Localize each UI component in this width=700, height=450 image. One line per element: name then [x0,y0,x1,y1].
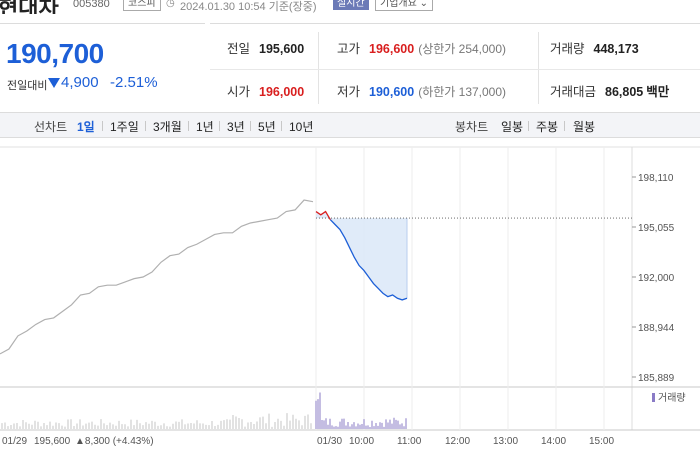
prev-day-change: ▲8,300 (+4.43%) [75,436,154,447]
prev-close-value: 195,600 [259,42,305,56]
x-tick-label: 14:00 [541,436,566,447]
low-cell: 저가 190,600 (하한가 137,000) [337,81,506,100]
stock-name: 현대차 [0,0,59,14]
upper-limit: (상한가 254,000) [418,42,507,56]
open-label: 시가 [227,85,251,99]
tab-10-years[interactable]: 10년 [289,120,314,134]
separator [219,121,220,131]
y-tick-label: 195,055 [638,223,675,234]
prev-day-close: 195,600 [34,436,71,447]
company-info-dropdown[interactable]: 기업개요 ⌄ [375,0,433,11]
x-tick-label: 13:00 [493,436,518,447]
chart-labels: 01/30 10:00 11:00 12:00 13:00 14:00 15:00 198,1… [2,173,686,447]
volume-cell: 거래량 448,173 [550,38,639,57]
tab-3-months[interactable]: 3개월 [153,120,182,134]
divider [538,32,539,104]
x-tick-label: 01/30 [317,436,342,447]
y-tick-label: 192,000 [638,273,675,284]
separator [188,121,189,131]
y-tick-label: 198,110 [638,173,674,184]
compare-label: 전일대비 [7,80,48,92]
stock-code: 005380 [73,0,110,10]
x-tick-label: 11:00 [397,436,422,447]
tab-1-week[interactable]: 1주일 [110,120,139,134]
divider [318,32,319,104]
volume-legend-swatch [652,393,655,402]
line-chart-label: 선차트 [34,120,68,134]
chevron-down-icon: ⌄ [416,0,428,9]
open-cell: 시가 196,000 [227,81,304,100]
separator [281,121,282,131]
clock-icon: ◷ [166,0,175,9]
market-badge: 코스피 [123,0,161,11]
tab-weekly-candle[interactable]: 주봉 [536,120,559,134]
current-price: 190,700 [6,38,104,69]
separator [528,121,529,131]
volume-legend-label: 거래량 [658,392,686,404]
prev-close-cell: 전일 195,600 [227,38,304,57]
low-value: 190,600 [369,85,415,99]
separator [564,121,565,131]
candle-chart-label: 봉차트 [455,120,489,134]
loss-area-fill [316,211,407,300]
chart-marks [0,199,632,429]
tab-3-years[interactable]: 3년 [227,120,245,134]
amount-cell: 거래대금 86,805 백만 [550,81,669,100]
low-label: 저가 [337,85,361,99]
separator [102,121,103,131]
tab-1-day[interactable]: 1일 [77,120,95,134]
price-change: 4,900 [61,74,99,91]
lower-limit: (하한가 137,000) [418,85,507,99]
today-price-line-up [315,210,331,221]
prev-close-label: 전일 [227,42,251,56]
high-label: 고가 [337,42,361,56]
y-tick-label: 188,944 [638,323,675,334]
amount-value: 86,805 [605,85,644,99]
timestamp: 2024.01.30 10:54 기준(장중) [180,1,317,13]
quote-info-table: 전일 195,600 고가 196,600 (상한가 254,000) 거래량 448,… [210,23,700,113]
prev-day-date: 01/29 [2,436,27,447]
open-value: 196,000 [259,85,305,99]
intraday-price-chart[interactable]: 01/30 10:00 11:00 12:00 13:00 14:00 15:00 198,1… [0,140,700,450]
tab-5-years[interactable]: 5년 [258,120,276,134]
chart-grid [0,146,700,431]
amount-label: 거래대금 [550,85,597,99]
x-tick-label: 10:00 [349,436,374,447]
price-panel: 190,700 전일대비 4,900 -2.51% [0,23,205,113]
company-info-label: 기업개요 [380,0,417,9]
price-change-rate: -2.51% [110,74,158,91]
chart-period-tabs: 선차트 1일 1주일 3개월 1년 3년 5년 10년 봉차트 일봉 주봉 월봉 [0,112,700,138]
prev-day-price-line [0,199,314,355]
today-price-line-down [329,219,408,301]
high-value: 196,600 [369,42,415,56]
tab-1-year[interactable]: 1년 [196,120,214,134]
tab-monthly-candle[interactable]: 월봉 [573,120,596,134]
separator [145,121,146,131]
tab-daily-candle[interactable]: 일봉 [501,120,524,134]
amount-unit: 백만 [646,85,670,99]
x-tick-label: 15:00 [589,436,614,447]
x-tick-label: 12:00 [445,436,470,447]
volume-label: 거래량 [550,42,585,56]
divider [210,69,700,70]
high-cell: 고가 196,600 (상한가 254,000) [337,38,506,57]
y-tick-label: 185,889 [638,373,675,384]
realtime-badge: 실시간 [333,0,369,10]
volume-value: 448,173 [593,42,639,56]
stock-header: 현대차 005380 코스피 ◷ 2024.01.30 10:54 기준(장중)… [0,0,700,14]
down-triangle-icon [48,78,60,88]
separator [250,121,251,131]
